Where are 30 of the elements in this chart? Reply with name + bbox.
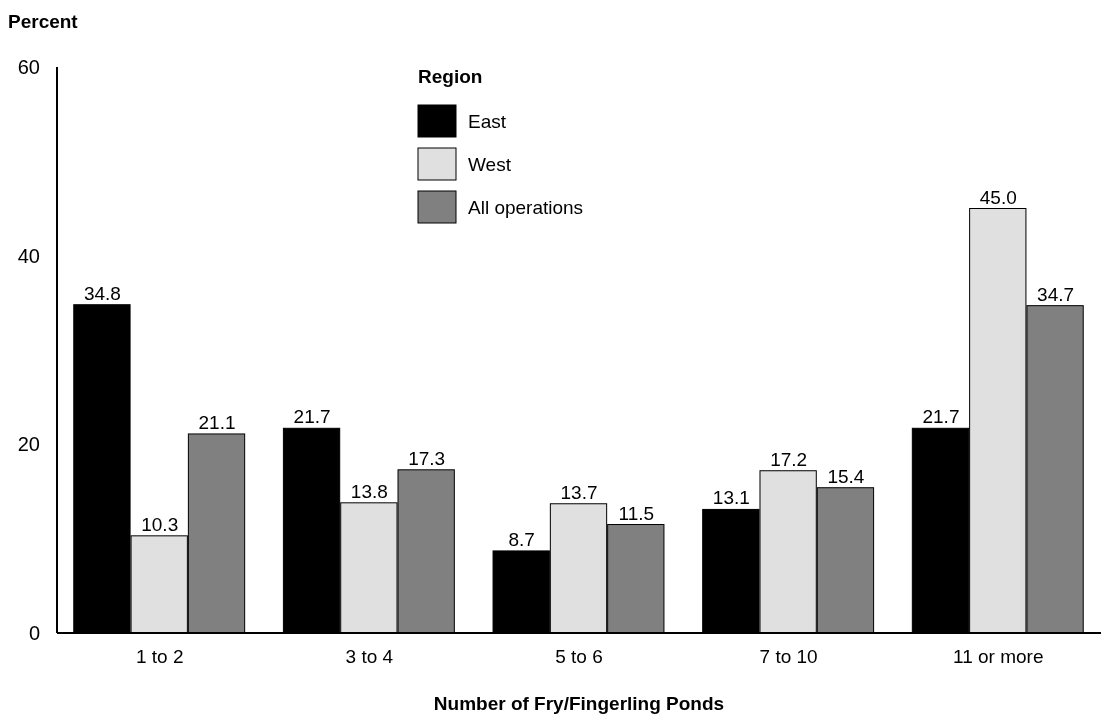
- legend-label: West: [468, 153, 512, 175]
- y-tick-label: 60: [17, 56, 40, 78]
- legend-title: Region: [418, 66, 483, 87]
- legend-label: East: [468, 110, 507, 132]
- x-tick-label: 11 or more: [953, 646, 1044, 667]
- legend-label: All operations: [468, 196, 584, 218]
- x-tick-label: 1 to 2: [135, 646, 184, 667]
- y-tick-label: 20: [17, 433, 40, 456]
- x-tick-label: 7 to 10: [759, 646, 818, 667]
- data-label: 8.7: [508, 528, 535, 550]
- data-label: 10.3: [141, 513, 179, 535]
- data-label: 34.7: [1037, 283, 1075, 305]
- y-axis-title: Percent: [8, 11, 79, 32]
- data-label: 13.1: [712, 487, 750, 509]
- data-label: 13.8: [350, 480, 388, 502]
- x-tick-label: 3 to 4: [345, 646, 394, 667]
- x-tick-label: 5 to 6: [555, 646, 603, 667]
- data-label: 15.4: [827, 465, 865, 487]
- data-label: 21.7: [293, 406, 331, 428]
- data-label: 34.8: [83, 282, 121, 304]
- data-label: 17.3: [408, 447, 446, 469]
- data-label: 45.0: [979, 186, 1017, 208]
- data-label: 21.1: [198, 411, 236, 433]
- y-tick-label: 40: [17, 244, 40, 267]
- data-label: 21.7: [922, 406, 960, 428]
- data-label: 13.7: [560, 481, 598, 503]
- data-label: 17.2: [770, 448, 808, 470]
- y-tick-label: 0: [28, 622, 40, 644]
- data-label: 11.5: [618, 502, 655, 524]
- x-axis-title: Number of Fry/Fingerling Ponds: [433, 693, 725, 714]
